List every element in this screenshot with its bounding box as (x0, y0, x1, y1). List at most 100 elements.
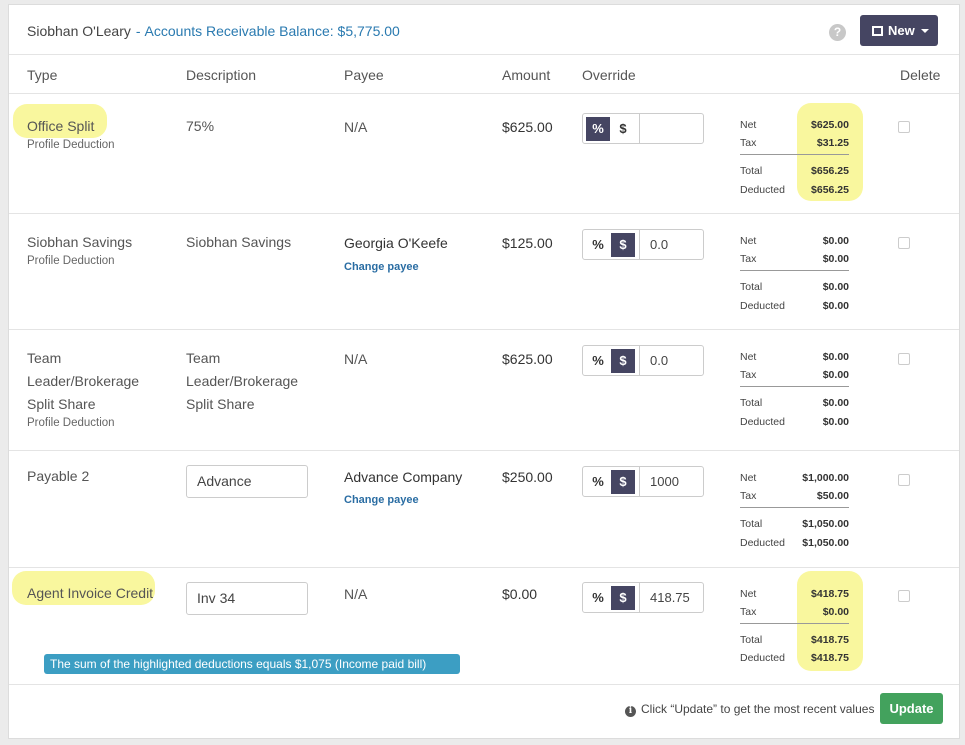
table-header: Type Description Payee Amount Override D… (9, 55, 959, 94)
row-amount: $125.00 (502, 235, 553, 251)
table-row: Team Leader/Brokerage Split Share Profil… (9, 330, 959, 451)
override-input[interactable]: 0.0 (639, 346, 703, 375)
deducted-label: Deducted (740, 300, 785, 312)
dollar-toggle[interactable]: $ (611, 470, 635, 494)
row-amount: $0.00 (502, 586, 538, 602)
override-input[interactable] (639, 114, 703, 143)
col-amount: Amount (502, 67, 551, 83)
percent-toggle[interactable]: % (592, 237, 604, 252)
row-amount: $625.00 (502, 119, 553, 135)
override-input[interactable]: 418.75 (639, 583, 703, 612)
total-value: $0.00 (822, 397, 849, 409)
tax-label: Tax (740, 137, 757, 149)
percent-toggle[interactable]: % (592, 474, 604, 489)
row-description: Team (186, 350, 221, 366)
tax-label: Tax (740, 490, 757, 502)
footer-message: i Click “Update” to get the most recent v… (625, 702, 874, 717)
row-type: Office Split (27, 118, 95, 134)
row-description: 75% (186, 118, 215, 134)
row-type: Siobhan Savings (27, 234, 133, 250)
new-button-label: New (888, 23, 915, 38)
delete-checkbox[interactable] (898, 237, 910, 249)
delete-checkbox[interactable] (898, 353, 910, 365)
total-value: $0.00 (822, 281, 849, 293)
row-type: Payable 2 (27, 468, 90, 484)
deducted-value: $1,050.00 (802, 537, 849, 549)
table-row: Office Split Profile Deduction 75% N/A $… (9, 94, 959, 214)
client-name: Siobhan O'Leary (27, 23, 131, 39)
tax-value: $0.00 (822, 253, 849, 265)
info-icon: i (625, 706, 636, 717)
row-description: Leader/Brokerage (186, 373, 299, 389)
row-payee: Advance Company (344, 469, 463, 485)
dollar-toggle[interactable]: $ (619, 121, 627, 136)
deducted-label: Deducted (740, 537, 785, 549)
panel-header: Siobhan O'Leary - Accounts Receivable Bala… (9, 5, 959, 55)
deductions-panel: Siobhan O'Leary - Accounts Receivable Bala… (8, 4, 960, 739)
total-value: $656.25 (811, 165, 849, 177)
delete-checkbox[interactable] (898, 590, 910, 602)
row-type-sub: Profile Deduction (27, 255, 115, 267)
new-button[interactable]: New (860, 15, 938, 46)
highlight-office-split (13, 104, 107, 138)
totals-divider (740, 270, 849, 271)
table-row: Payable 2 Advance Advance Company Change… (9, 451, 959, 568)
header-separator: - (135, 23, 141, 39)
description-input[interactable]: Inv 34 (186, 582, 308, 615)
highlight-agent-invoice-credit (12, 571, 155, 605)
override-input[interactable]: 0.0 (639, 230, 703, 259)
update-button[interactable]: Update (880, 693, 943, 724)
help-icon[interactable]: ? (829, 24, 846, 41)
dollar-toggle[interactable]: $ (611, 349, 635, 373)
change-payee-link[interactable]: Change payee (344, 494, 419, 506)
row-payee: N/A (344, 586, 368, 602)
change-payee-link[interactable]: Change payee (344, 261, 419, 273)
override-control: % $ 0.0 (582, 229, 704, 260)
col-payee: Payee (344, 67, 384, 83)
chevron-down-icon (920, 29, 929, 33)
dollar-toggle[interactable]: $ (611, 233, 635, 257)
total-label: Total (740, 518, 763, 530)
footer-message-text: Click “Update” to get the most recent va… (641, 702, 875, 716)
row-type: Split Share (27, 396, 96, 412)
net-value: $0.00 (822, 235, 849, 247)
net-label: Net (740, 588, 757, 600)
total-label: Total (740, 397, 763, 409)
row-type: Agent Invoice Credit (27, 585, 154, 601)
client-heading: Siobhan O'Leary - Accounts Receivable Bala… (27, 23, 400, 39)
annotation-note: The sum of the highlighted deductions eq… (44, 654, 460, 674)
col-delete: Delete (900, 67, 941, 83)
percent-toggle[interactable]: % (592, 590, 604, 605)
new-doc-icon (872, 26, 883, 36)
dollar-toggle[interactable]: $ (611, 586, 635, 610)
row-payee: Georgia O'Keefe (344, 235, 448, 251)
deducted-value: $418.75 (811, 652, 849, 664)
net-label: Net (740, 351, 757, 363)
highlight-agent-invoice-totals (797, 571, 863, 671)
row-description: Split Share (186, 396, 255, 412)
deducted-value: $656.25 (811, 184, 849, 196)
override-input[interactable]: 1000 (639, 467, 703, 496)
table-row: Agent Invoice Credit Inv 34 N/A $0.00 % … (9, 568, 959, 685)
override-control: % $ 0.0 (582, 345, 704, 376)
totals-divider (740, 154, 849, 155)
percent-toggle[interactable]: % (592, 353, 604, 368)
row-payee: N/A (344, 351, 368, 367)
percent-toggle[interactable]: % (586, 117, 610, 141)
description-input[interactable]: Advance (186, 465, 308, 498)
row-amount: $250.00 (502, 469, 553, 485)
totals-divider (740, 386, 849, 387)
total-label: Total (740, 281, 763, 293)
deducted-value: $0.00 (822, 300, 849, 312)
delete-checkbox[interactable] (898, 474, 910, 486)
delete-checkbox[interactable] (898, 121, 910, 133)
tax-value: $31.25 (816, 137, 849, 149)
override-control: % $ 1000 (582, 466, 704, 497)
ar-balance-link[interactable]: Accounts Receivable Balance: $5,775.00 (144, 23, 400, 39)
table-row: Siobhan Savings Profile Deduction Siobha… (9, 214, 959, 330)
total-value: $1,050.00 (802, 518, 849, 530)
row-type-sub: Profile Deduction (27, 417, 115, 429)
row-description: Siobhan Savings (186, 234, 292, 250)
tax-label: Tax (740, 606, 757, 618)
override-control: % $ (582, 113, 704, 144)
